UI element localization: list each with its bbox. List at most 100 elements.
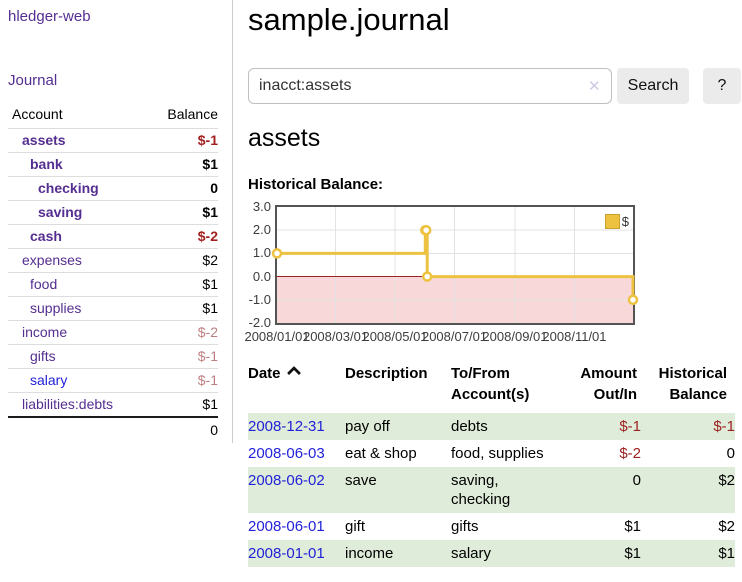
account-balance: $2 — [202, 252, 218, 268]
chart-canvas — [271, 207, 639, 323]
transaction-row: 2008-06-02 save saving, checking 0 $2 — [248, 467, 735, 514]
x-tick-label: 2008/11/01 — [542, 329, 607, 344]
sidebar: hledger-web Journal Account Balance asse… — [0, 0, 233, 443]
accounts-total-value: 0 — [210, 422, 218, 438]
account-link[interactable]: food — [30, 276, 58, 292]
account-row: expenses $2 — [8, 248, 218, 273]
account-balance: $-2 — [197, 324, 218, 340]
account-link[interactable]: liabilities:debts — [22, 396, 114, 412]
transaction-date-link[interactable]: 2008-06-02 — [248, 472, 325, 490]
transaction-date-link[interactable]: 2008-06-01 — [248, 518, 325, 536]
transaction-accounts: salary — [451, 540, 563, 568]
chart-heading: Historical Balance: — [248, 176, 384, 193]
brand-link[interactable]: hledger-web — [8, 8, 91, 25]
account-row: saving $1 — [8, 200, 218, 225]
transaction-description: save — [345, 467, 451, 514]
accounts-header-row: Account Balance — [8, 103, 218, 129]
transaction-balance: $1 — [645, 540, 735, 568]
transaction-row: 2008-06-03 eat & shop food, supplies $-2… — [248, 440, 735, 467]
account-balance: $1 — [202, 300, 218, 316]
account-row: bank $1 — [8, 152, 218, 177]
account-balance: $-1 — [197, 372, 218, 388]
account-balance: $-1 — [197, 132, 218, 148]
account-balance: $1 — [202, 276, 218, 292]
transaction-accounts: gifts — [451, 518, 479, 536]
transaction-date-link[interactable]: 2008-01-01 — [248, 545, 325, 563]
x-tick-label: 2008/01/01 — [244, 329, 310, 344]
account-link[interactable]: salary — [30, 372, 68, 388]
accounts-total-row: 0 — [8, 417, 218, 443]
account-link[interactable]: gifts — [30, 348, 56, 364]
transaction-date-link[interactable]: 2008-12-31 — [248, 418, 325, 435]
x-tick-label: 2008/07/01 — [421, 329, 488, 344]
transaction-amount: $-2 — [619, 445, 641, 463]
account-link[interactable]: assets — [22, 132, 66, 148]
account-row: assets $-1 — [8, 128, 218, 153]
y-tick-label: -1.0 — [248, 291, 271, 307]
transaction-accounts: saving, checking — [451, 467, 563, 514]
register-header-amount: Amount Out/In — [580, 365, 637, 403]
search-bar: ✕ Search ? — [248, 68, 742, 104]
account-link[interactable]: cash — [30, 228, 62, 244]
account-link[interactable]: bank — [30, 156, 63, 172]
transaction-description: gift — [345, 518, 366, 536]
account-link[interactable]: income — [22, 324, 68, 340]
account-row: cash $-2 — [8, 224, 218, 249]
transaction-accounts: food, supplies — [451, 445, 544, 463]
account-row: checking 0 — [8, 176, 218, 201]
account-link[interactable]: saving — [38, 204, 83, 220]
account-section-title: assets — [248, 124, 321, 152]
transaction-balance: $-1 — [645, 413, 735, 441]
account-row: food $1 — [8, 272, 218, 297]
register-header-accounts: To/From Account(s) — [451, 365, 530, 403]
help-button[interactable]: ? — [703, 68, 741, 104]
sidebar-item-journal[interactable]: Journal — [8, 72, 58, 89]
account-row: gifts $-1 — [8, 344, 218, 369]
transaction-amount: $1 — [624, 518, 641, 536]
accounts-header-account: Account — [12, 106, 63, 122]
transaction-accounts: debts — [451, 413, 563, 441]
transaction-amount: $1 — [563, 540, 645, 568]
transaction-description: pay off — [345, 413, 451, 441]
transaction-description: eat & shop — [345, 445, 417, 463]
transaction-balance: $2 — [645, 467, 735, 514]
transaction-amount: 0 — [563, 467, 645, 514]
account-balance: $1 — [202, 396, 218, 412]
register-header-date[interactable]: Date — [248, 363, 345, 413]
y-tick-label: 1.0 — [252, 245, 271, 261]
account-balance: $1 — [202, 156, 218, 172]
account-link[interactable]: expenses — [22, 252, 82, 268]
search-input[interactable] — [248, 68, 612, 104]
chart-plot-area: $ — [271, 205, 639, 325]
account-link[interactable]: supplies — [30, 300, 82, 316]
y-tick-label: 0.0 — [252, 268, 271, 284]
chart-legend: $ — [604, 214, 629, 229]
register-header-description: Description — [345, 365, 428, 382]
account-balance: 0 — [210, 180, 218, 196]
legend-label: $ — [621, 214, 629, 229]
transaction-balance: 0 — [726, 445, 735, 463]
transaction-description: income — [345, 540, 451, 568]
transaction-date-link[interactable]: 2008-06-03 — [248, 445, 325, 463]
transaction-row: 2008-12-31 pay off debts $-1 $-1 — [248, 413, 735, 441]
sort-ascending-icon — [286, 365, 301, 381]
account-row: income $-2 — [8, 320, 218, 345]
y-tick-label: 3.0 — [252, 199, 271, 214]
y-tick-label: -2.0 — [248, 315, 271, 330]
register-header-row: Date Description To/From Account(s) Amou… — [248, 363, 735, 413]
account-link[interactable]: checking — [38, 180, 99, 196]
x-tick-label: 2008/05/01 — [362, 329, 428, 344]
register-header-balance: Historical Balance — [658, 365, 727, 403]
transaction-row: 2008-06-01 gift gifts $1 $2 — [248, 513, 735, 540]
register-table: Date Description To/From Account(s) Amou… — [248, 363, 735, 568]
clear-search-icon[interactable]: ✕ — [588, 78, 601, 95]
accounts-header-balance: Balance — [167, 106, 218, 122]
transaction-amount: $-1 — [563, 413, 645, 441]
historical-balance-chart: $ 3.0 2.0 1.0 0.0 -1.0 -2.0 2008/01/01 2008/03… — [244, 199, 742, 355]
search-button[interactable]: Search — [617, 68, 689, 104]
transaction-row: 2008-01-01 income salary $1 $1 — [248, 540, 735, 568]
legend-swatch — [604, 214, 620, 229]
transaction-balance: $2 — [718, 518, 735, 536]
account-row: salary $-1 — [8, 368, 218, 393]
